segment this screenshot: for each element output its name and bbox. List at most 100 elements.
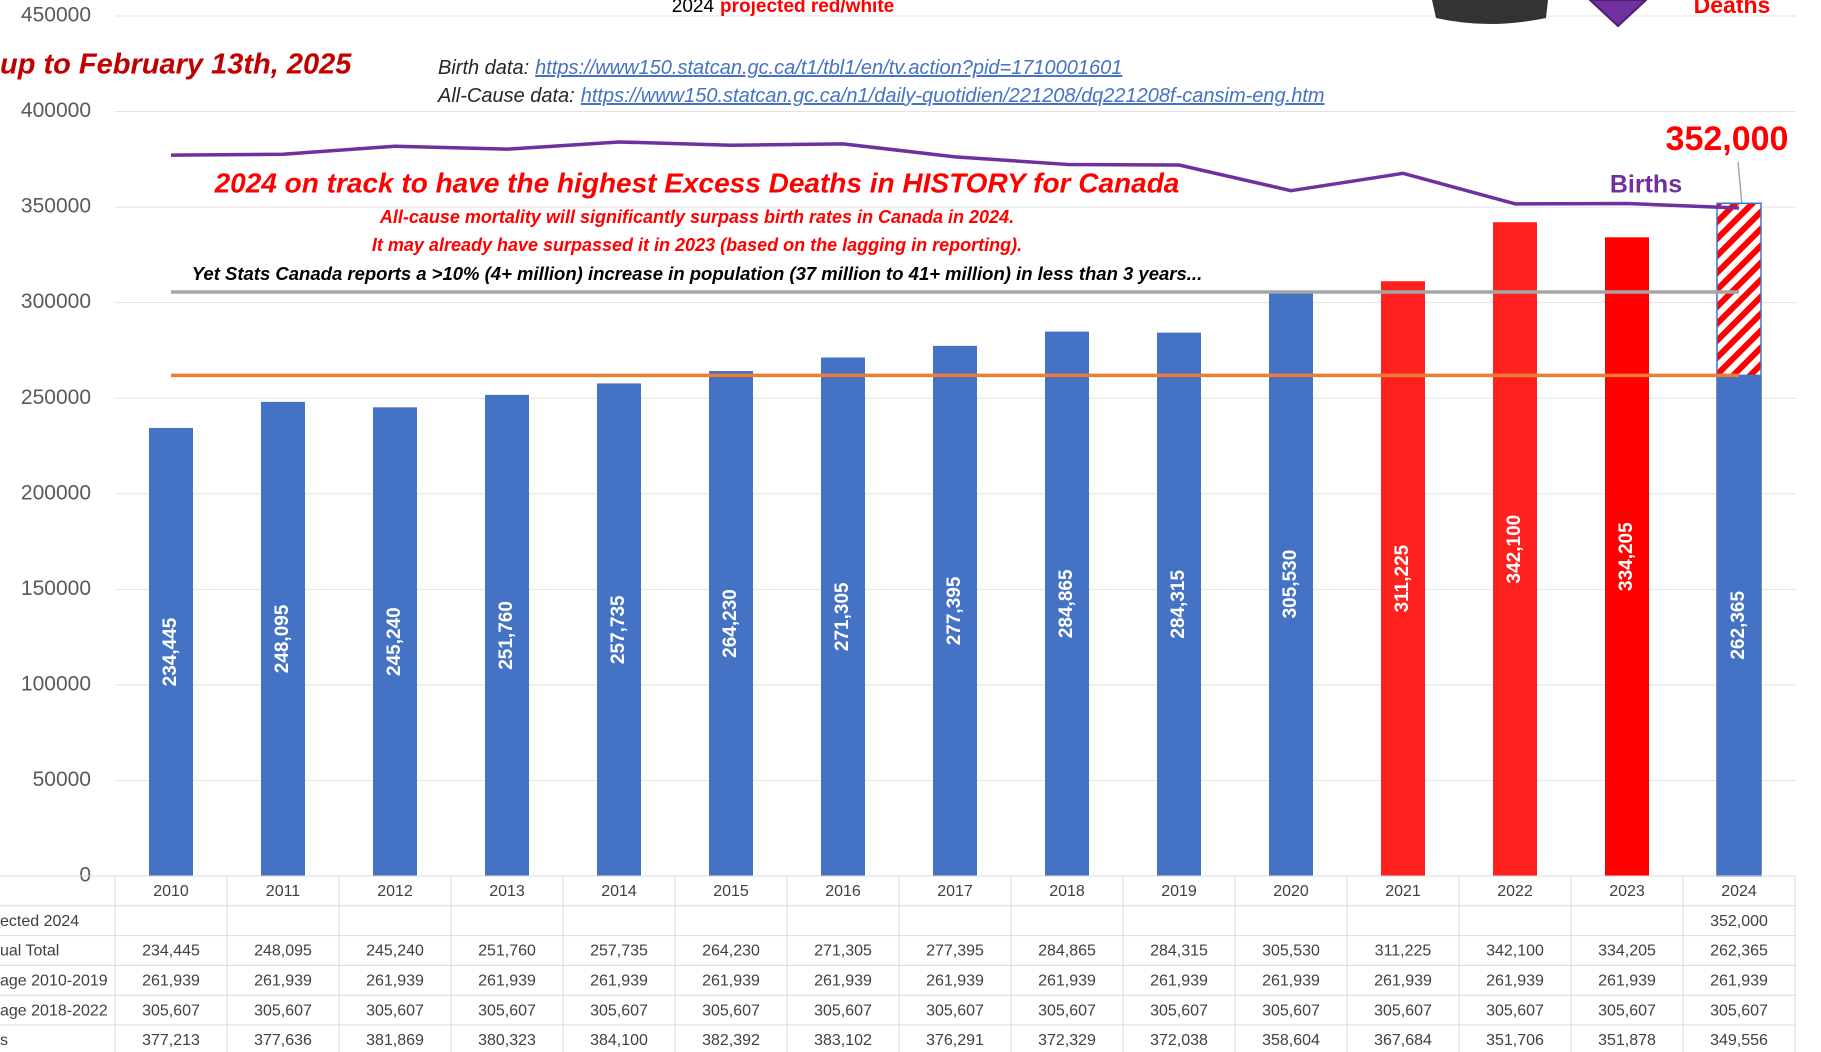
table-cell: 305,607 — [366, 1002, 424, 1019]
data-label: 334,205 — [1616, 522, 1637, 591]
data-label: 251,760 — [496, 601, 517, 670]
table-cell: 261,939 — [926, 973, 984, 990]
row-label: age 2018-2022 — [0, 1002, 108, 1019]
table-cell: 380,323 — [478, 1032, 536, 1049]
top-note-year: 2024 — [672, 0, 715, 17]
x-tick-label: 2012 — [377, 883, 413, 900]
note: All-cause mortality will significantly s… — [379, 207, 1014, 227]
table-cell: 251,760 — [478, 943, 536, 960]
data-label: 271,305 — [832, 582, 853, 651]
source-label: Birth data: — [438, 57, 529, 79]
table-cell: 261,939 — [590, 973, 648, 990]
row-label: ected 2024 — [0, 913, 79, 930]
table-cell: 234,445 — [142, 943, 200, 960]
table-cell: 261,939 — [478, 973, 536, 990]
y-tick-label: 250000 — [21, 386, 91, 409]
y-tick-label: 50000 — [33, 768, 91, 791]
data-label: 262,365 — [1728, 591, 1749, 660]
table-cell: 305,607 — [702, 1002, 760, 1019]
x-tick-label: 2020 — [1273, 883, 1309, 900]
table-cell: 261,939 — [1710, 973, 1768, 990]
source-link[interactable]: https://www150.statcan.gc.ca/n1/daily-qu… — [581, 85, 1325, 107]
x-tick-label: 2019 — [1161, 883, 1197, 900]
top-note: 2024 projected red/white — [672, 0, 894, 17]
note: Yet Stats Canada reports a >10% (4+ mill… — [192, 263, 1202, 284]
table-cell: 261,939 — [1486, 973, 1544, 990]
x-tick-label: 2014 — [601, 883, 637, 900]
table-cell: 305,607 — [1262, 1002, 1320, 1019]
table-cell: 305,607 — [254, 1002, 312, 1019]
y-tick-label: 100000 — [21, 672, 91, 695]
table-cell: 261,939 — [366, 973, 424, 990]
x-tick-label: 2023 — [1609, 883, 1645, 900]
y-tick-label: 0 — [79, 864, 91, 887]
x-tick-label: 2011 — [266, 883, 301, 900]
data-label: 264,230 — [720, 589, 741, 658]
table-cell: 261,939 — [254, 973, 312, 990]
table-cell: 261,939 — [814, 973, 872, 990]
x-tick-label: 2016 — [825, 883, 861, 900]
chart: 2024projected red/white Deaths up to Feb… — [0, 0, 1821, 1052]
row-label: age 2010-2019 — [0, 973, 108, 990]
icon — [1432, 0, 1548, 24]
table-cell: 248,095 — [254, 943, 312, 960]
table-cell: 382,392 — [702, 1032, 760, 1049]
table-cell: 342,100 — [1486, 943, 1544, 960]
table-cell: 349,556 — [1710, 1032, 1768, 1049]
table-cell: 372,038 — [1150, 1032, 1208, 1049]
table-cell: 376,291 — [926, 1032, 984, 1049]
data-label: 245,240 — [384, 607, 405, 676]
table-cell: 261,939 — [1038, 973, 1096, 990]
table-cell: 284,865 — [1038, 943, 1096, 960]
table-cell: 261,939 — [1150, 973, 1208, 990]
top-note-text: projected red/white — [720, 0, 894, 17]
table-cell: 305,607 — [814, 1002, 872, 1019]
table-cell: 305,607 — [1150, 1002, 1208, 1019]
table-cell: 264,230 — [702, 943, 760, 960]
table-cell: 377,636 — [254, 1032, 312, 1049]
table-cell: 261,939 — [1374, 973, 1432, 990]
x-tick-label: 2017 — [937, 883, 973, 900]
table-cell: 305,607 — [1374, 1002, 1432, 1019]
projected-label: 352,000 — [1666, 120, 1789, 158]
x-tick-label: 2024 — [1721, 883, 1757, 900]
x-tick-label: 2015 — [713, 883, 749, 900]
table-cell: 351,706 — [1486, 1032, 1544, 1049]
table-cell: 261,939 — [142, 973, 200, 990]
table-cell: 305,607 — [590, 1002, 648, 1019]
table-cell: 305,607 — [926, 1002, 984, 1019]
note: It may already have surpassed it in 2023… — [372, 235, 1022, 255]
table-cell: 358,604 — [1262, 1032, 1320, 1049]
y-tick-label: 300000 — [21, 290, 91, 313]
y-tick-label: 450000 — [21, 4, 91, 27]
arrow-icon — [1590, 0, 1646, 26]
x-tick-label: 2022 — [1497, 883, 1533, 900]
table-cell: 305,530 — [1262, 943, 1320, 960]
table-cell: 367,684 — [1374, 1032, 1432, 1049]
table-cell: 261,939 — [702, 973, 760, 990]
table-cell: 305,607 — [1038, 1002, 1096, 1019]
table-cell: 262,365 — [1710, 943, 1768, 960]
table-cell: 245,240 — [366, 943, 424, 960]
data-label: 257,735 — [608, 595, 629, 664]
table-cell: 383,102 — [814, 1032, 872, 1049]
table-cell: 305,607 — [142, 1002, 200, 1019]
births-label: Births — [1610, 171, 1682, 199]
x-tick-label: 2018 — [1049, 883, 1085, 900]
table-cell: 381,869 — [366, 1032, 424, 1049]
source-link[interactable]: https://www150.statcan.gc.ca/t1/tbl1/en/… — [535, 57, 1122, 79]
birth-source: Birth data: https://www150.statcan.gc.ca/… — [438, 57, 1122, 79]
table-cell: 261,939 — [1262, 973, 1320, 990]
subtitle: up to February 13th, 2025 — [0, 49, 352, 81]
table-cell: 352,000 — [1710, 913, 1768, 930]
table-cell: 351,878 — [1598, 1032, 1656, 1049]
data-label: 284,865 — [1056, 569, 1077, 638]
source-label: All-Cause data: — [437, 85, 575, 107]
x-tick-label: 2021 — [1385, 883, 1421, 900]
y-tick-label: 150000 — [21, 577, 91, 600]
table-cell: 305,607 — [1486, 1002, 1544, 1019]
leader-line — [1738, 162, 1742, 205]
table-cell: 277,395 — [926, 943, 984, 960]
data-label: 277,395 — [944, 576, 965, 645]
data-label: 305,530 — [1280, 550, 1301, 619]
